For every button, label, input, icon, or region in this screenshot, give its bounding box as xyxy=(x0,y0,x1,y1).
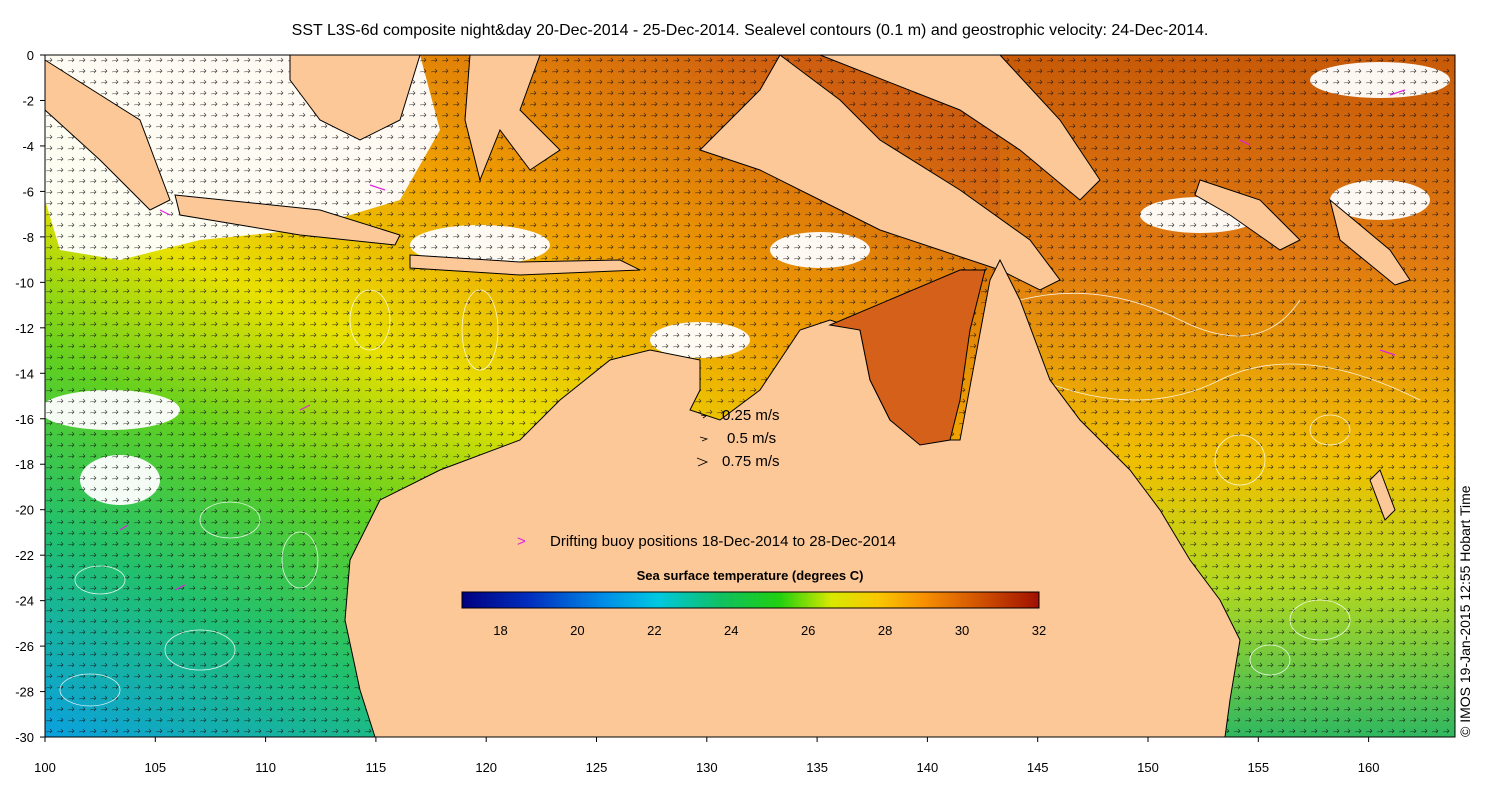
y-tick-label: 0 xyxy=(27,48,34,63)
colorbar-tick-label: 32 xyxy=(1032,623,1046,638)
velocity-label-075: 0.75 m/s xyxy=(722,453,780,470)
velocity-arrow-025 xyxy=(700,414,708,419)
buoy-legend-symbol: > xyxy=(517,533,526,550)
buoy-legend: > Drifting buoy positions 18-Dec-2014 to… xyxy=(517,533,896,550)
velocity-arrow-075 xyxy=(696,457,709,467)
x-tick-label: 135 xyxy=(806,760,828,775)
y-tick-label: -30 xyxy=(15,730,34,745)
colorbar-tick-label: 30 xyxy=(955,623,969,638)
x-tick-label: 160 xyxy=(1358,760,1380,775)
plot-frame xyxy=(44,54,1456,738)
y-tick-label: -6 xyxy=(22,184,34,199)
credit-text: © IMOS 19-Jan-2015 12:55 Hobart Time xyxy=(1457,485,1473,737)
y-tick-label: -18 xyxy=(15,457,34,472)
gulf-of-carpentaria xyxy=(828,269,986,446)
colorbar-ticks: 18 20 22 24 26 28 30 32 xyxy=(493,623,1046,638)
land-java xyxy=(174,194,401,246)
y-tick-label: -26 xyxy=(15,639,34,654)
colorbar-tick-label: 22 xyxy=(647,623,661,638)
velocity-label-025: 0.25 m/s xyxy=(722,407,780,424)
land-sulawesi xyxy=(464,54,561,182)
y-tick-label: -24 xyxy=(15,594,34,609)
y-tick-label: -20 xyxy=(15,503,34,518)
x-tick-label: 105 xyxy=(144,760,166,775)
x-tick-label: 130 xyxy=(696,760,718,775)
y-tick-label: -12 xyxy=(15,321,34,336)
colorbar: Sea surface temperature (degrees C) 18 20… xyxy=(461,568,1046,638)
x-tick-label: 150 xyxy=(1137,760,1159,775)
y-tick-label: -4 xyxy=(22,139,34,154)
y-axis: 0 -2 -4 -6 -8 -10 -12 -14 -16 -18 -20 -22 -24 -26 -28 -… xyxy=(15,48,45,745)
y-tick-label: -16 xyxy=(15,412,34,427)
y-tick-label: -14 xyxy=(15,366,34,381)
y-tick-label: -22 xyxy=(15,548,34,563)
velocity-legend: 0.25 m/s 0.5 m/s 0.75 m/s xyxy=(696,407,780,470)
land-new-guinea xyxy=(699,54,1061,291)
land-new-guinea-north xyxy=(819,54,1101,201)
colorbar-title: Sea surface temperature (degrees C) xyxy=(637,568,864,583)
velocity-arrow-05 xyxy=(699,436,709,442)
map-title: SST L3S-6d composite night&day 20-Dec-20… xyxy=(291,22,1209,39)
x-tick-label: 100 xyxy=(34,760,56,775)
y-tick-label: -28 xyxy=(15,685,34,700)
land-solomon xyxy=(1329,198,1411,286)
land-lesser-sunda xyxy=(409,254,641,276)
x-tick-label: 120 xyxy=(475,760,497,775)
colorbar-tick-label: 20 xyxy=(570,623,584,638)
y-tick-label: -10 xyxy=(15,275,34,290)
colorbar-tick-label: 24 xyxy=(724,623,738,638)
y-tick-label: -8 xyxy=(22,230,34,245)
velocity-label-05: 0.5 m/s xyxy=(727,430,776,447)
x-tick-label: 155 xyxy=(1247,760,1269,775)
x-tick-label: 115 xyxy=(366,760,387,775)
x-tick-label: 110 xyxy=(255,760,276,775)
x-tick-label: 140 xyxy=(917,760,939,775)
buoy-legend-label: Drifting buoy positions 18-Dec-2014 to 2… xyxy=(550,533,896,550)
x-tick-label: 145 xyxy=(1027,760,1049,775)
colorbar-gradient xyxy=(461,591,1040,609)
colorbar-tick-label: 28 xyxy=(878,623,892,638)
land xyxy=(44,54,1411,738)
land-vanuatu xyxy=(1369,469,1396,521)
colorbar-tick-label: 26 xyxy=(801,623,815,638)
colorbar-tick-label: 18 xyxy=(493,623,507,638)
buoy-markers xyxy=(119,89,1406,591)
land-new-britain xyxy=(1194,179,1301,251)
sealevel-contours xyxy=(59,289,1421,707)
x-tick-label: 125 xyxy=(586,760,608,775)
x-axis: 100 105 110 115 120 125 130 135 140 145 150 155 160 xyxy=(34,737,1379,775)
y-tick-label: -2 xyxy=(22,93,34,108)
